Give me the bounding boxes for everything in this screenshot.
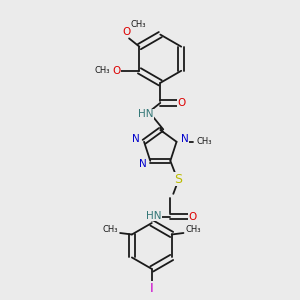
Text: N: N bbox=[181, 134, 189, 144]
Text: CH₃: CH₃ bbox=[131, 20, 146, 29]
Text: CH₃: CH₃ bbox=[185, 225, 201, 234]
Text: O: O bbox=[189, 212, 197, 221]
Text: HN: HN bbox=[138, 110, 153, 119]
Text: CH₃: CH₃ bbox=[196, 137, 212, 146]
Text: N: N bbox=[139, 159, 147, 169]
Text: N: N bbox=[132, 134, 140, 144]
Text: O: O bbox=[122, 27, 130, 37]
Text: O: O bbox=[178, 98, 186, 108]
Text: O: O bbox=[112, 66, 121, 76]
Text: I: I bbox=[150, 282, 154, 295]
Text: HN: HN bbox=[146, 211, 161, 220]
Text: S: S bbox=[174, 172, 182, 186]
Text: CH₃: CH₃ bbox=[103, 225, 118, 234]
Text: CH₃: CH₃ bbox=[95, 66, 110, 75]
